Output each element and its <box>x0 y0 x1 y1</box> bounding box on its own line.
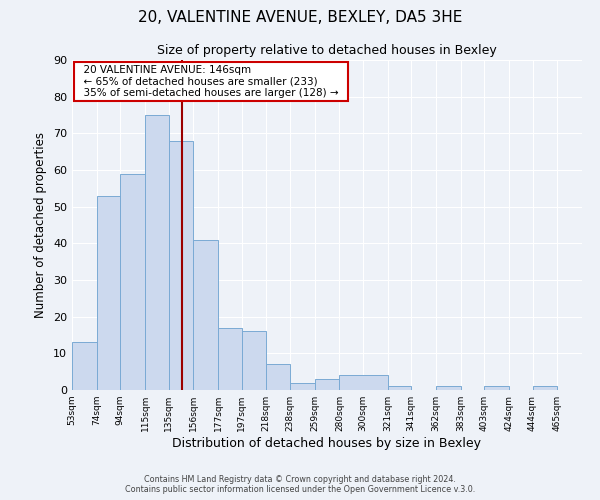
Bar <box>484 386 509 390</box>
Text: 20 VALENTINE AVENUE: 146sqm  
  ← 65% of detached houses are smaller (233)  
  3: 20 VALENTINE AVENUE: 146sqm ← 65% of det… <box>77 65 345 98</box>
Y-axis label: Number of detached properties: Number of detached properties <box>34 132 47 318</box>
Bar <box>533 386 557 390</box>
Bar <box>314 379 340 390</box>
Bar <box>169 140 193 390</box>
Bar <box>193 240 218 390</box>
Bar <box>340 376 388 390</box>
Bar <box>266 364 290 390</box>
Bar <box>218 328 242 390</box>
X-axis label: Distribution of detached houses by size in Bexley: Distribution of detached houses by size … <box>173 437 482 450</box>
Text: 20, VALENTINE AVENUE, BEXLEY, DA5 3HE: 20, VALENTINE AVENUE, BEXLEY, DA5 3HE <box>138 10 462 25</box>
Title: Size of property relative to detached houses in Bexley: Size of property relative to detached ho… <box>157 44 497 58</box>
Bar <box>72 342 97 390</box>
Bar <box>242 332 266 390</box>
Bar <box>436 386 461 390</box>
Bar <box>120 174 145 390</box>
Bar <box>97 196 120 390</box>
Text: Contains HM Land Registry data © Crown copyright and database right 2024.
Contai: Contains HM Land Registry data © Crown c… <box>125 474 475 494</box>
Bar <box>290 382 314 390</box>
Bar <box>388 386 411 390</box>
Bar <box>145 115 169 390</box>
